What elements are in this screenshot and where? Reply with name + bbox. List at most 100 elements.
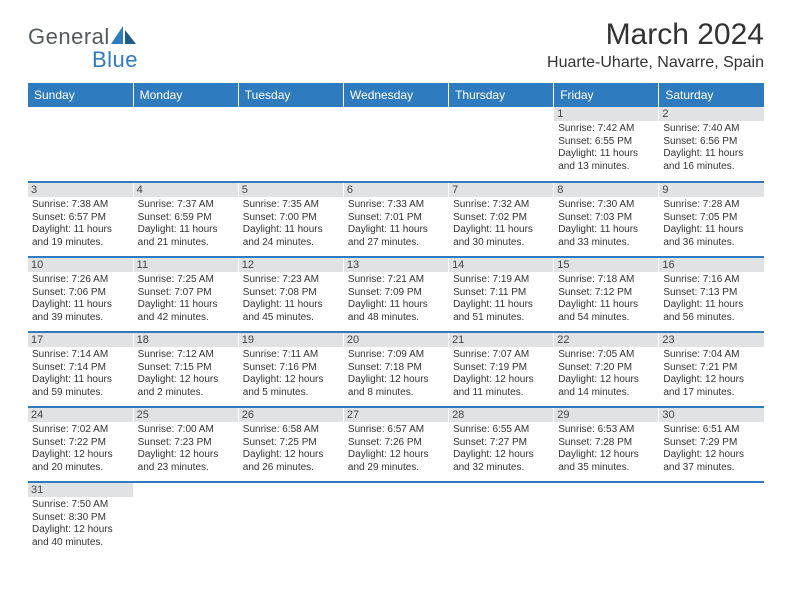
calendar-day-cell: 25Sunrise: 7:00 AMSunset: 7:23 PMDayligh… [133,407,238,482]
sunset-text: Sunset: 7:27 PM [453,437,549,450]
day-number: 19 [239,333,343,347]
day-number: 24 [28,408,133,422]
sunrise-text: Sunrise: 7:09 AM [348,349,444,362]
calendar-day-cell: 16 Sunrise: 7:16 AMSunset: 7:13 PMDayligh… [659,257,764,332]
location-text: Huarte-Uharte, Navarre, Spain [547,54,764,72]
day-details: Sunrise: 7:37 AMSunset: 6:59 PMDaylight:… [138,199,234,249]
day-details: Sunrise: 7:04 AMSunset: 7:21 PMDaylight:… [663,349,760,399]
sunset-text: Sunset: 7:00 PM [243,212,339,225]
sunset-text: Sunset: 7:21 PM [663,362,760,375]
sunrise-text: Sunrise: 7:28 AM [663,199,760,212]
calendar-day-cell: 26Sunrise: 6:58 AMSunset: 7:25 PMDayligh… [238,407,343,482]
daylight-text: Daylight: 11 hours and 36 minutes. [663,224,760,249]
day-number: 6 [344,183,448,197]
sunrise-text: Sunrise: 7:07 AM [453,349,549,362]
daylight-text: Daylight: 12 hours and 2 minutes. [138,374,234,399]
sunrise-text: Sunrise: 7:33 AM [348,199,444,212]
day-number: 18 [134,333,238,347]
calendar-day-cell: 30Sunrise: 6:51 AMSunset: 7:29 PMDayligh… [659,407,764,482]
daylight-text: Daylight: 12 hours and 40 minutes. [32,524,129,549]
day-number: 12 [239,258,343,272]
day-details: Sunrise: 7:00 AMSunset: 7:23 PMDaylight:… [138,424,234,474]
sunset-text: Sunset: 7:26 PM [348,437,444,450]
calendar-week-row: 10Sunrise: 7:26 AMSunset: 7:06 PMDayligh… [28,257,764,332]
sunrise-text: Sunrise: 7:19 AM [453,274,549,287]
day-details: Sunrise: 7:26 AMSunset: 7:06 PMDaylight:… [32,274,129,324]
calendar-day-cell [659,482,764,557]
day-number: 3 [28,183,133,197]
day-number: 1 [554,107,658,121]
sunrise-text: Sunrise: 6:53 AM [558,424,654,437]
sunset-text: Sunset: 7:13 PM [663,287,760,300]
sunrise-text: Sunrise: 7:11 AM [243,349,339,362]
day-number: 9 [659,183,764,197]
month-title: March 2024 [547,18,764,52]
daylight-text: Daylight: 11 hours and 56 minutes. [663,299,760,324]
sunset-text: Sunset: 7:23 PM [138,437,234,450]
daylight-text: Daylight: 12 hours and 26 minutes. [243,449,339,474]
day-details: Sunrise: 7:40 AMSunset: 6:56 PMDaylight:… [663,123,760,173]
logo-text-blue: Blue [92,47,138,73]
calendar-day-cell: 18Sunrise: 7:12 AMSunset: 7:15 PMDayligh… [133,332,238,407]
sunset-text: Sunset: 7:29 PM [663,437,760,450]
sunrise-text: Sunrise: 7:26 AM [32,274,129,287]
calendar-day-cell [554,482,659,557]
calendar-day-cell: 4Sunrise: 7:37 AMSunset: 6:59 PMDaylight… [133,182,238,257]
daylight-text: Daylight: 12 hours and 35 minutes. [558,449,654,474]
sunset-text: Sunset: 7:12 PM [558,287,654,300]
day-header: Friday [554,83,659,107]
sunset-text: Sunset: 7:01 PM [348,212,444,225]
sunset-text: Sunset: 7:07 PM [138,287,234,300]
daylight-text: Daylight: 11 hours and 42 minutes. [138,299,234,324]
day-details: Sunrise: 7:25 AMSunset: 7:07 PMDaylight:… [138,274,234,324]
day-number: 28 [449,408,553,422]
day-details: Sunrise: 7:16 AMSunset: 7:13 PMDaylight:… [663,274,760,324]
daylight-text: Daylight: 12 hours and 37 minutes. [663,449,760,474]
sunset-text: Sunset: 7:20 PM [558,362,654,375]
day-details: Sunrise: 7:33 AMSunset: 7:01 PMDaylight:… [348,199,444,249]
sunset-text: Sunset: 7:02 PM [453,212,549,225]
sunrise-text: Sunrise: 7:05 AM [558,349,654,362]
page: GeneralBlue March 2024 Huarte-Uharte, Na… [0,0,792,575]
calendar-day-cell: 17Sunrise: 7:14 AMSunset: 7:14 PMDayligh… [28,332,133,407]
calendar-day-cell: 27Sunrise: 6:57 AMSunset: 7:26 PMDayligh… [343,407,448,482]
sunrise-text: Sunrise: 7:40 AM [663,123,760,136]
day-number: 11 [134,258,238,272]
sunrise-text: Sunrise: 6:58 AM [243,424,339,437]
sunrise-text: Sunrise: 7:14 AM [32,349,129,362]
calendar-day-cell: 28Sunrise: 6:55 AMSunset: 7:27 PMDayligh… [449,407,554,482]
calendar-day-cell: 22Sunrise: 7:05 AMSunset: 7:20 PMDayligh… [554,332,659,407]
sunrise-text: Sunrise: 7:37 AM [138,199,234,212]
day-details: Sunrise: 7:42 AMSunset: 6:55 PMDaylight:… [558,123,654,173]
sunset-text: Sunset: 6:57 PM [32,212,129,225]
calendar-day-cell: 24Sunrise: 7:02 AMSunset: 7:22 PMDayligh… [28,407,133,482]
day-number: 16 [659,258,764,272]
day-number: 23 [659,333,764,347]
sunset-text: Sunset: 7:25 PM [243,437,339,450]
sunrise-text: Sunrise: 7:02 AM [32,424,129,437]
calendar-day-cell: 14Sunrise: 7:19 AMSunset: 7:11 PMDayligh… [449,257,554,332]
calendar-day-cell: 21Sunrise: 7:07 AMSunset: 7:19 PMDayligh… [449,332,554,407]
day-header: Sunday [28,83,133,107]
sunrise-text: Sunrise: 7:18 AM [558,274,654,287]
sunrise-text: Sunrise: 7:00 AM [138,424,234,437]
calendar-week-row: 31Sunrise: 7:50 AMSunset: 8:30 PMDayligh… [28,482,764,557]
day-number: 2 [659,107,764,121]
calendar-day-cell [449,482,554,557]
day-details: Sunrise: 7:38 AMSunset: 6:57 PMDaylight:… [32,199,129,249]
sunrise-text: Sunrise: 7:16 AM [663,274,760,287]
calendar-table: Sunday Monday Tuesday Wednesday Thursday… [28,83,764,557]
sunset-text: Sunset: 8:30 PM [32,512,129,525]
sunrise-text: Sunrise: 6:57 AM [348,424,444,437]
calendar-day-cell: 9Sunrise: 7:28 AMSunset: 7:05 PMDaylight… [659,182,764,257]
day-details: Sunrise: 7:50 AMSunset: 8:30 PMDaylight:… [32,499,129,549]
daylight-text: Daylight: 11 hours and 48 minutes. [348,299,444,324]
calendar-day-cell: 29Sunrise: 6:53 AMSunset: 7:28 PMDayligh… [554,407,659,482]
day-details: Sunrise: 7:18 AMSunset: 7:12 PMDaylight:… [558,274,654,324]
day-number: 30 [659,408,764,422]
sunset-text: Sunset: 6:56 PM [663,136,760,149]
calendar-day-cell [238,107,343,182]
sunrise-text: Sunrise: 7:04 AM [663,349,760,362]
sunrise-text: Sunrise: 7:38 AM [32,199,129,212]
day-details: Sunrise: 7:05 AMSunset: 7:20 PMDaylight:… [558,349,654,399]
